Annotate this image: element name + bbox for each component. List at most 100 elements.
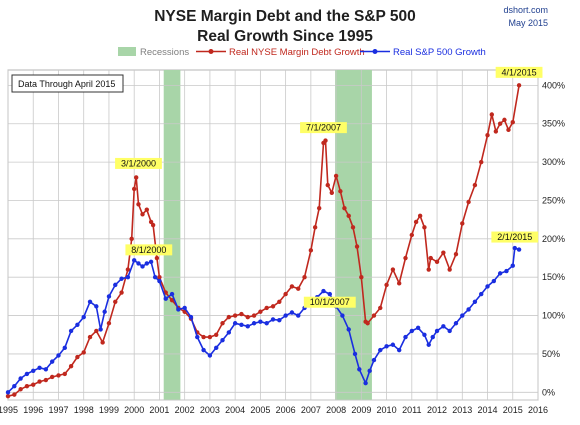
y-tick-label-3: 100% bbox=[542, 311, 565, 321]
source-date: May 2015 bbox=[508, 18, 548, 28]
sp500-point-13 bbox=[87, 299, 93, 304]
sp500-point-6 bbox=[43, 367, 49, 372]
margin-debt-point-20 bbox=[129, 236, 134, 242]
sp500-point-72 bbox=[430, 334, 435, 340]
margin-debt-point-48 bbox=[277, 299, 282, 304]
sp500-point-35 bbox=[207, 353, 213, 358]
y-tick-label-9: 400% bbox=[542, 80, 565, 90]
sp500-point-27 bbox=[157, 278, 162, 284]
x-tick-label-12: 2007 bbox=[301, 405, 321, 415]
margin-debt-point-62 bbox=[342, 205, 347, 211]
margin-debt-point-89 bbox=[485, 133, 490, 138]
margin-debt-point-36 bbox=[201, 334, 206, 340]
margin-debt-point-37 bbox=[207, 334, 213, 340]
y-tick-label-4: 150% bbox=[542, 272, 565, 282]
sp500-point-11 bbox=[75, 322, 80, 327]
sp500-point-53 bbox=[321, 288, 326, 294]
sp500-point-62 bbox=[371, 357, 377, 363]
x-tick-label-3: 1998 bbox=[74, 405, 94, 415]
sp500-point-49 bbox=[296, 313, 301, 318]
data-note-text: Data Through April 2015 bbox=[18, 79, 115, 89]
sp500-point-46 bbox=[277, 317, 282, 323]
x-tick-label-7: 2002 bbox=[175, 405, 195, 415]
margin-debt-point-59 bbox=[329, 190, 335, 195]
margin-debt-point-77 bbox=[417, 213, 423, 219]
sp500-point-78 bbox=[466, 307, 471, 312]
sp500-point-86 bbox=[512, 245, 517, 251]
margin-debt-point-51 bbox=[296, 286, 301, 291]
x-tick-label-20: 2015 bbox=[503, 405, 523, 415]
sp500-point-61 bbox=[367, 368, 372, 374]
margin-debt-point-70 bbox=[378, 305, 383, 311]
sp500-point-71 bbox=[426, 342, 431, 347]
margin-debt-point-43 bbox=[245, 314, 250, 320]
margin-debt-point-1 bbox=[12, 392, 17, 397]
x-tick-label-1: 1996 bbox=[23, 405, 43, 415]
source-label: dshort.com bbox=[503, 5, 548, 15]
margin-debt-point-93 bbox=[502, 117, 507, 123]
sp500-point-60 bbox=[363, 380, 368, 386]
sp500-point-39 bbox=[232, 321, 238, 326]
annotation-box-0 bbox=[115, 157, 162, 169]
margin-debt-point-14 bbox=[94, 328, 99, 334]
x-tick-label-16: 2011 bbox=[402, 405, 421, 415]
annotation-box-4 bbox=[495, 66, 543, 78]
margin-debt-point-75 bbox=[409, 232, 415, 238]
margin-debt-point-39 bbox=[220, 321, 225, 326]
x-tick-label-17: 2012 bbox=[427, 405, 447, 415]
axes: 0% 50% 100% 150% 200% 250% 300% 350% 400% 1995 199… bbox=[0, 80, 565, 415]
chart-title-line2: Real Growth Since 1995 bbox=[197, 28, 373, 45]
sp500-point-30 bbox=[176, 307, 181, 312]
annotation-box-3 bbox=[303, 296, 356, 308]
sp500-point-80 bbox=[479, 291, 484, 297]
x-tick-label-21: 2016 bbox=[528, 405, 548, 415]
sp500-point-70 bbox=[422, 332, 427, 337]
margin-debt-point-3 bbox=[24, 383, 30, 389]
sp500-point-85 bbox=[510, 263, 515, 268]
sp500-point-75 bbox=[447, 328, 452, 334]
sp500-point-33 bbox=[195, 334, 200, 340]
sp500-point-3 bbox=[24, 371, 30, 377]
margin-debt-point-88 bbox=[479, 159, 484, 165]
annotation-box-5 bbox=[491, 231, 539, 243]
gridlines bbox=[7, 70, 539, 401]
sp500-point-34 bbox=[201, 347, 206, 353]
annotation-2: 7/1/2007 bbox=[300, 122, 347, 134]
annotation-5: 2/1/2015 bbox=[491, 231, 539, 243]
sp500-point-65 bbox=[390, 342, 396, 347]
sp500-point-81 bbox=[485, 284, 490, 289]
sp500-point-12 bbox=[81, 314, 86, 320]
margin-debt-point-76 bbox=[413, 219, 419, 225]
x-tick-label-13: 2008 bbox=[326, 405, 346, 415]
sp500-point-28 bbox=[163, 296, 168, 301]
legend: Recessions Real NYSE Margin Debt Growth … bbox=[118, 47, 486, 58]
margin-debt-point-94 bbox=[506, 127, 511, 133]
margin-debt-point-19 bbox=[125, 267, 131, 272]
sp500-point-63 bbox=[378, 347, 383, 353]
margin-debt-point-27 bbox=[150, 222, 156, 228]
margin-debt-point-65 bbox=[354, 244, 360, 249]
sp500-point-43 bbox=[258, 319, 263, 324]
annotation-4: 4/1/2015 bbox=[495, 66, 543, 78]
margin-debt-point-6 bbox=[43, 377, 49, 383]
sp500-point-21 bbox=[131, 258, 137, 263]
margin-debt-point-85 bbox=[460, 221, 465, 226]
plot-area bbox=[7, 69, 539, 401]
margin-debt-point-9 bbox=[62, 371, 67, 377]
sp500-point-82 bbox=[491, 278, 497, 284]
legend-sp500-marker bbox=[372, 49, 378, 54]
annotation-box-1 bbox=[125, 244, 173, 256]
data-series bbox=[5, 83, 522, 399]
y-tick-label-1: 0% bbox=[542, 387, 555, 397]
margin-debt-point-50 bbox=[289, 284, 295, 289]
sp500-point-83 bbox=[497, 271, 503, 276]
annotation-label-1: 8/1/2000 bbox=[131, 245, 166, 255]
margin-debt-point-90 bbox=[489, 112, 495, 117]
sp500-point-44 bbox=[264, 321, 269, 326]
margin-debt-point-74 bbox=[403, 255, 408, 261]
x-tick-label-6: 2001 bbox=[149, 405, 169, 415]
margin-debt-point-54 bbox=[312, 225, 318, 230]
sp500-point-5 bbox=[37, 365, 42, 370]
margin-debt-point-78 bbox=[422, 225, 427, 230]
x-tick-label-15: 2010 bbox=[377, 405, 397, 415]
